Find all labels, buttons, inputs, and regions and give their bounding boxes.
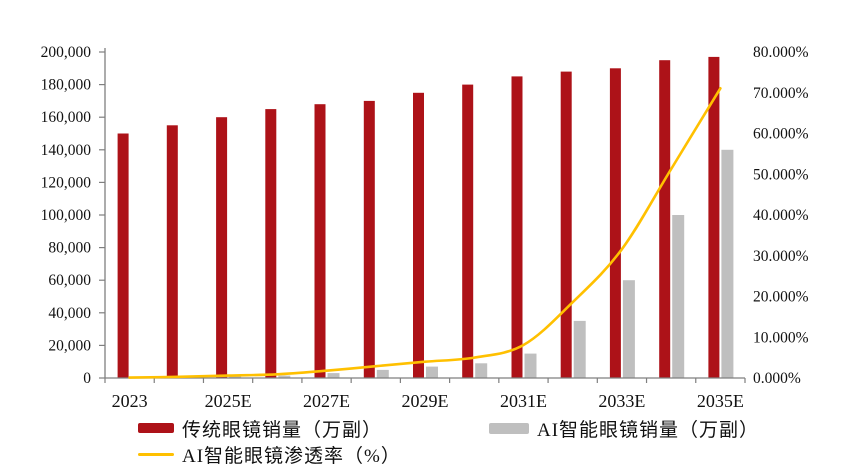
bar-traditional-2029E (413, 92, 424, 379)
chart-canvas: 0 20,000 40,000 60,000 80,000 100,000 120,000 1… (41, 44, 809, 411)
right-axis-tick-label: 10.000% (753, 329, 809, 346)
bar-traditional-2028E (363, 100, 375, 379)
bar-ai-2030E (475, 363, 488, 378)
right-axis-tick-label: 60.000% (753, 126, 809, 143)
left-axis-tick-label: 180,000 (41, 77, 92, 94)
x-axis-label-2025E: 2025E (205, 391, 252, 411)
left-axis-tick-label: 160,000 (41, 109, 92, 126)
legend-item-ai-glasses-sales: AI智能眼镜销量（万副） (489, 415, 759, 441)
bar-traditional-2031E (511, 76, 523, 379)
bar-traditional-2026E (265, 109, 277, 378)
left-axis-tick-label: 140,000 (41, 142, 92, 159)
legend-label-ai-glasses-penetration: AI智能眼镜渗透率（%） (182, 445, 401, 467)
right-axis-tick-label: 30.000% (753, 248, 809, 265)
bar-ai-2027E (327, 373, 340, 378)
left-axis-tick-label: 0 (83, 370, 91, 387)
bar-traditional-2032E (560, 71, 572, 378)
bar-ai-2033E (622, 280, 635, 378)
bar-ai-2035E (721, 149, 734, 378)
left-axis-tick-label: 80,000 (48, 240, 91, 257)
bar-traditional-2025E (216, 117, 228, 378)
x-axis-label-2029E: 2029E (402, 391, 449, 411)
left-axis-tick-label: 100,000 (41, 207, 92, 224)
bar-traditional-2023 (117, 133, 129, 378)
left-axis-tick-label: 200,000 (41, 44, 92, 61)
x-axis-label-2035E: 2035E (697, 391, 744, 411)
bar-traditional-2024E (166, 125, 178, 378)
legend-red-bar-swatch-icon (138, 423, 174, 433)
bar-traditional-2035E (708, 56, 720, 379)
bar-ai-2025E (229, 376, 242, 378)
right-axis-tick-label: 40.000% (753, 207, 809, 224)
legend-yellow-line-swatch-icon (138, 452, 174, 456)
x-axis-label-2023: 2023 (112, 391, 148, 411)
legend-gray-bar-swatch-icon (489, 422, 529, 434)
penetration-rate-line (128, 87, 722, 379)
bar-traditional-2033E (609, 68, 621, 379)
legend-label-ai-glasses-sales: AI智能眼镜销量（万副） (537, 419, 760, 441)
left-axis-tick-label: 120,000 (41, 174, 92, 191)
right-axis-tick-label: 20.000% (753, 289, 809, 306)
x-axis-label-2031E: 2031E (500, 391, 547, 411)
bar-ai-2032E (573, 320, 586, 378)
right-axis-tick-label: 70.000% (753, 85, 809, 102)
x-axis-label-2027E: 2027E (303, 391, 350, 411)
bar-ai-2029E (426, 366, 438, 378)
legend-label-traditional-glasses-sales: 传统眼镜销量（万副） (182, 419, 383, 441)
legend-item-traditional-glasses-sales: 传统眼镜销量（万副） (138, 415, 382, 441)
x-axis-label-2033E: 2033E (598, 391, 645, 411)
bar-ai-2028E (376, 369, 389, 378)
bar-traditional-2030E (462, 84, 474, 378)
left-axis-tick-label: 60,000 (48, 272, 91, 289)
right-axis-tick-label: 50.000% (753, 166, 809, 183)
bar-traditional-2034E (659, 60, 671, 378)
bar-ai-2031E (524, 353, 537, 378)
legend-item-ai-glasses-penetration: AI智能眼镜渗透率（%） (138, 441, 401, 467)
left-axis-tick-label: 40,000 (48, 305, 91, 322)
bar-traditional-2027E (314, 104, 326, 378)
right-axis-tick-label: 0.000% (753, 370, 801, 387)
left-axis-tick-label: 20,000 (48, 337, 91, 354)
right-axis-tick-label: 80.000% (753, 44, 809, 61)
bar-ai-2026E (278, 375, 291, 378)
bar-ai-2034E (672, 215, 685, 378)
